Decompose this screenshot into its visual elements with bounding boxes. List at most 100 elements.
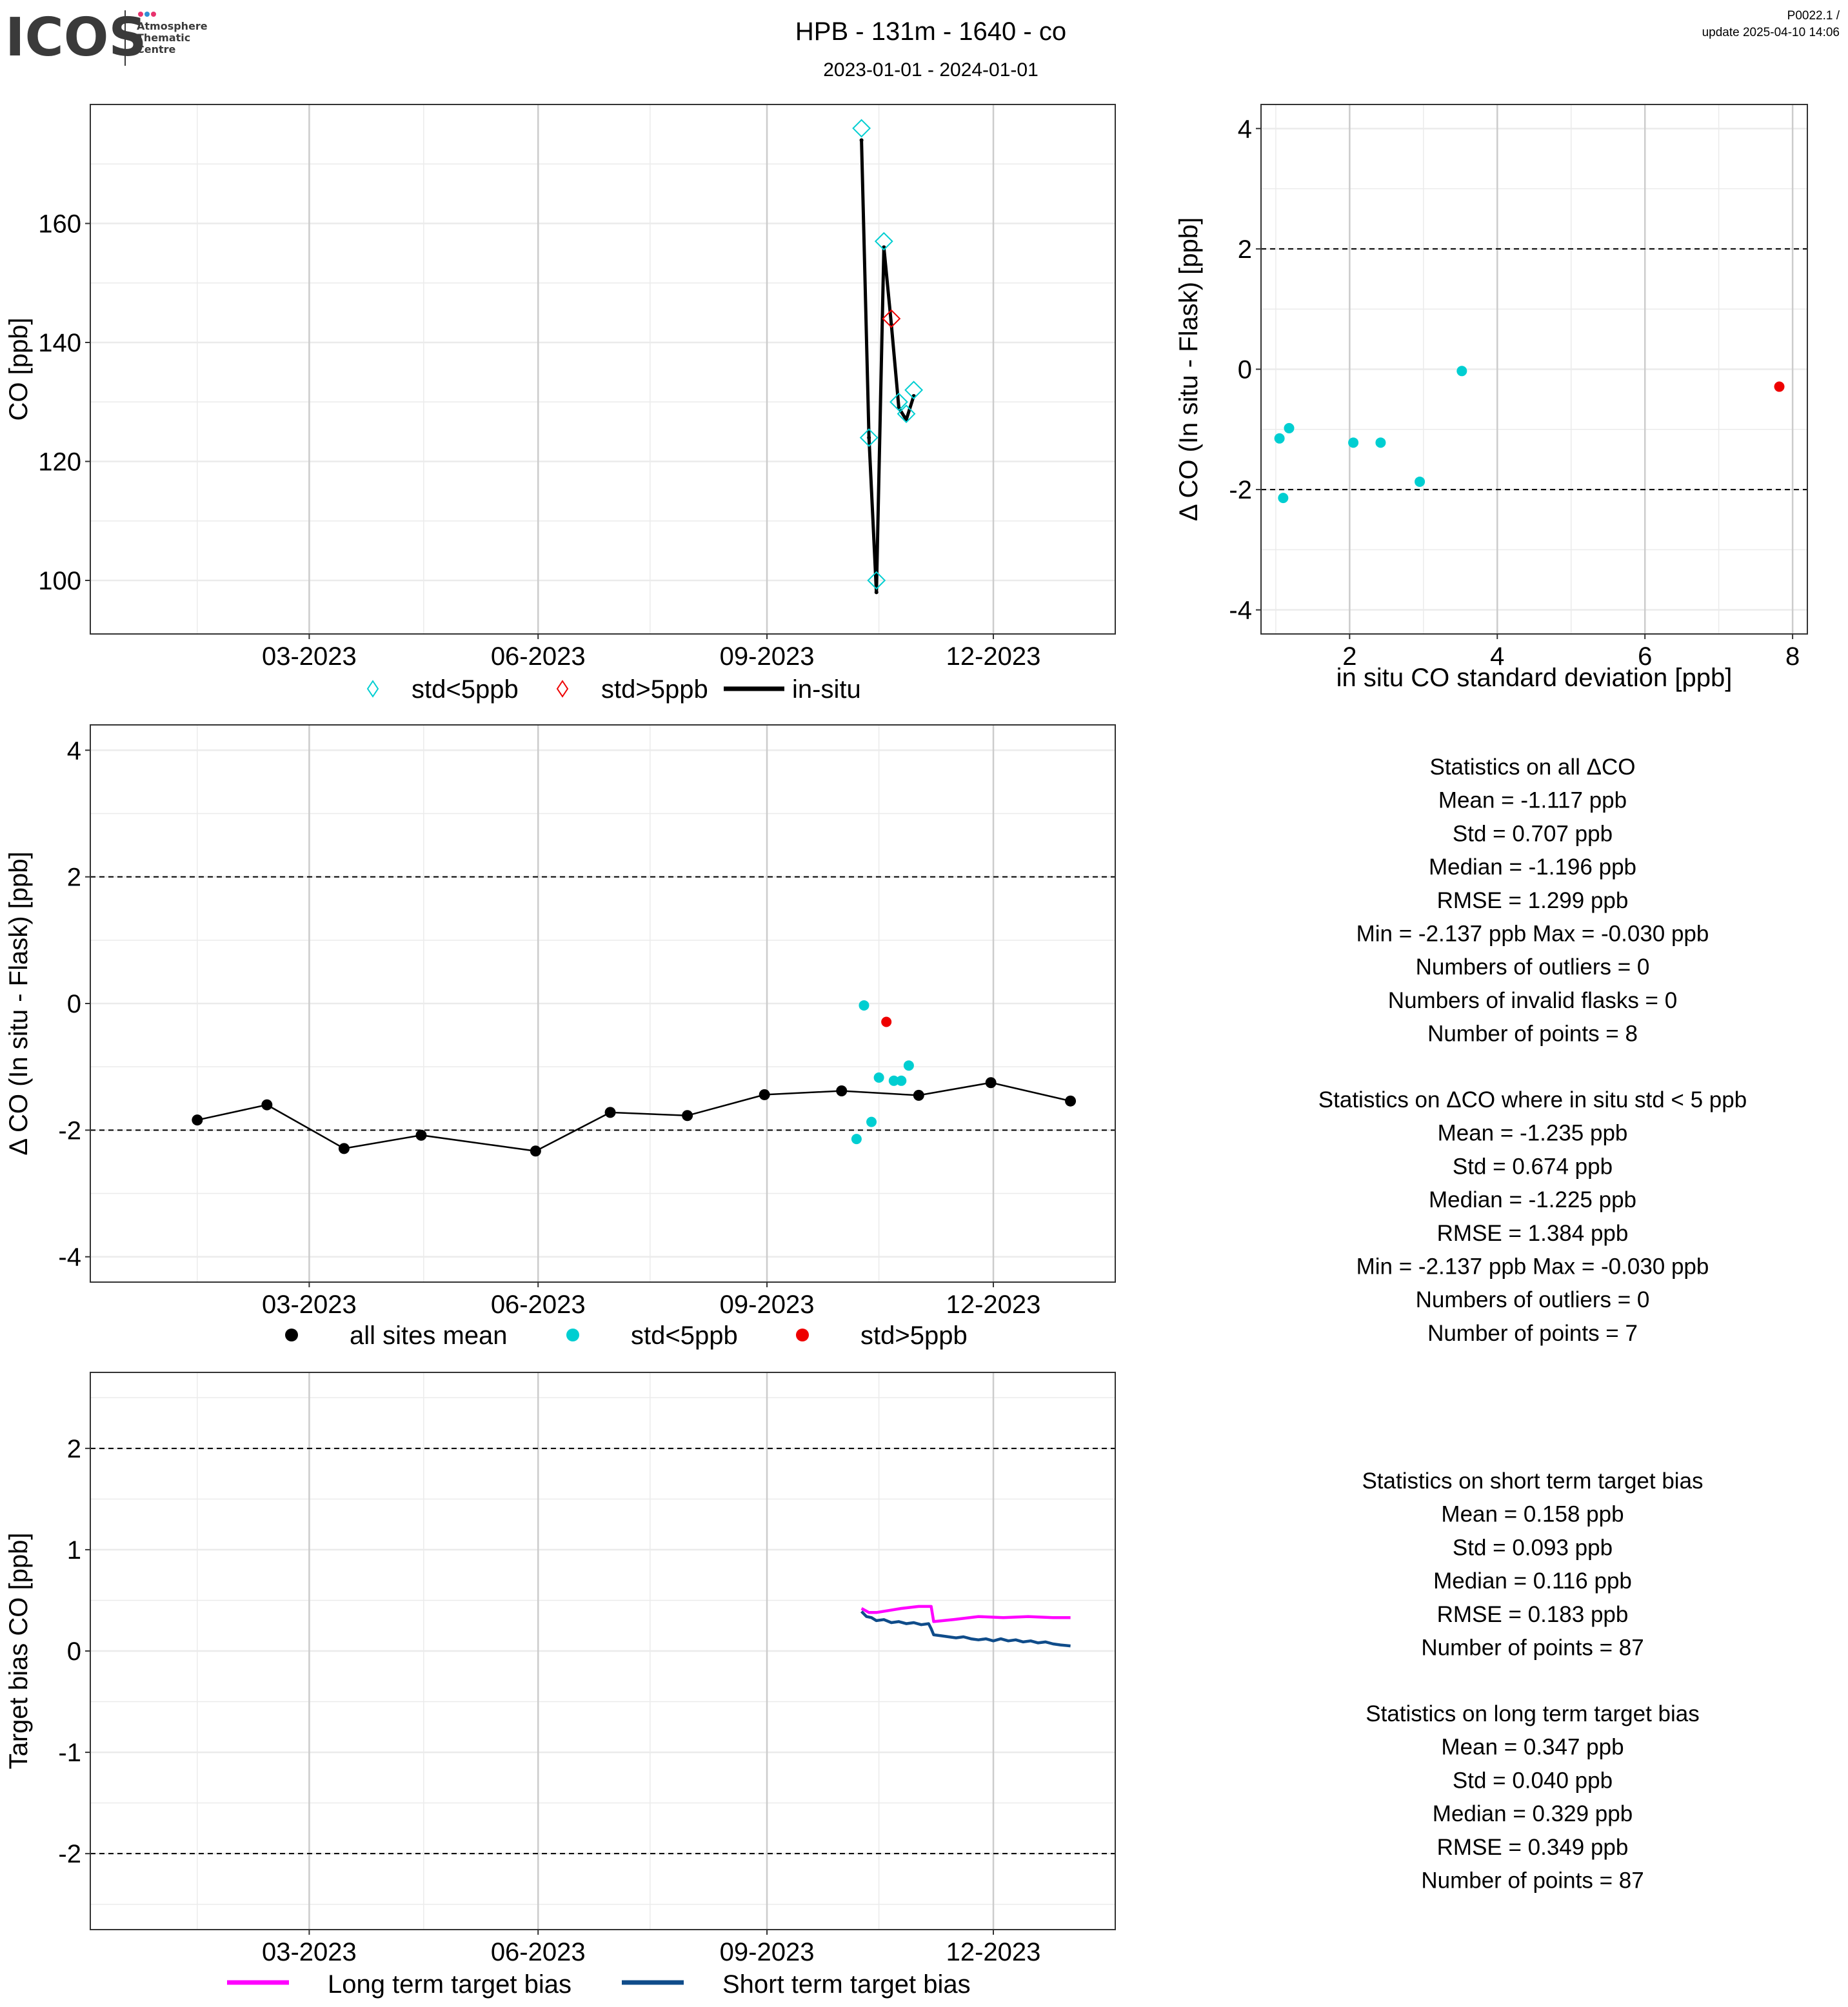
legend-delta: all sites mean std<5ppb std>5ppb <box>285 1321 968 1350</box>
x-tick-label: 09-2023 <box>720 1938 815 1966</box>
std-gt5-point <box>1774 381 1785 392</box>
logo-dot <box>151 12 156 17</box>
stats-line: RMSE = 0.183 ppb <box>1437 1602 1629 1627</box>
std-lt5-point <box>851 1134 862 1145</box>
x-tick-label: 06-2023 <box>491 1290 586 1319</box>
std-gt5-point <box>881 1016 892 1027</box>
all-sites-mean-point <box>913 1089 924 1101</box>
x-tick-label: 09-2023 <box>720 1290 815 1319</box>
stats-line: Std = 0.674 ppb <box>1453 1154 1613 1179</box>
stats-line: Median = -1.225 ppb <box>1429 1187 1636 1212</box>
plot-border <box>90 104 1116 635</box>
panel-target-bias: -2 -1 0 1 2 03-2023 06-2023 09-2023 12-2023 Targe… <box>5 1372 1116 1966</box>
x-tick-label: 12-2023 <box>946 642 1041 671</box>
legend-bias: Long term target bias Short term target … <box>227 1970 971 1999</box>
stats-line: Median = 0.329 ppb <box>1433 1801 1633 1826</box>
stats-line: Mean = -1.117 ppb <box>1438 788 1627 813</box>
y-axis-label: Δ CO (In situ - Flask) [ppb] <box>1175 217 1203 521</box>
stats-line: Numbers of outliers = 0 <box>1416 1287 1650 1312</box>
all-sites-mean-point <box>604 1107 616 1118</box>
y-axis-label: CO [ppb] <box>5 317 33 420</box>
series-line-short-term-bias <box>860 1610 1071 1648</box>
y-tick-label: -2 <box>1229 476 1252 504</box>
x-tick-label: 06-2023 <box>491 642 586 671</box>
legend-label-std-gt5-delta: std>5ppb <box>860 1321 968 1350</box>
x-tick-label: 12-2023 <box>946 1938 1041 1966</box>
y-tick-label: 4 <box>67 737 81 765</box>
std-lt5-point <box>1456 366 1467 377</box>
std-lt5-point <box>1375 437 1386 448</box>
x-tick-label: 2 <box>1342 642 1356 671</box>
figure-title: HPB - 131m - 1640 - co <box>795 17 1066 46</box>
in-situ-point <box>874 590 879 595</box>
y-tick-label: -4 <box>58 1243 81 1272</box>
stats-line: RMSE = 1.299 ppb <box>1437 888 1629 913</box>
all-sites-mean-point <box>261 1099 273 1111</box>
x-tick-label: 06-2023 <box>491 1938 586 1966</box>
logo-dots <box>138 12 156 17</box>
stats-line: Min = -2.137 ppb Max = -0.030 ppb <box>1356 1254 1709 1280</box>
std-lt5-point <box>866 1116 877 1127</box>
all-sites-mean-point <box>682 1110 693 1122</box>
stats-line: Mean = -1.235 ppb <box>1438 1121 1628 1146</box>
legend-marker-std-gt5-dot <box>796 1329 809 1341</box>
legend-marker-std-lt5-diamond <box>366 680 379 698</box>
all-sites-mean-point <box>985 1077 997 1089</box>
series-line-in-situ <box>860 140 915 594</box>
y-tick-label: -2 <box>58 1116 81 1145</box>
stats-line: Number of points = 87 <box>1421 1868 1644 1893</box>
y-tick-label: -2 <box>58 1840 81 1868</box>
stats-short-term-bias: Statistics on short term target bias Mean… <box>1362 1468 1703 1661</box>
x-tick-label: 8 <box>1785 642 1800 671</box>
y-tick-label: 120 <box>38 448 81 476</box>
std-lt5-diamond <box>889 392 908 411</box>
y-tick-label: 2 <box>1238 235 1252 264</box>
stats-line: Mean = 0.347 ppb <box>1441 1735 1624 1760</box>
x-tick-label: 03-2023 <box>262 1290 357 1319</box>
x-tick-label: 12-2023 <box>946 1290 1041 1319</box>
stats-std-lt5: Statistics on ΔCO where in situ std < 5 … <box>1318 1087 1747 1346</box>
stats-line: Number of points = 7 <box>1427 1321 1638 1346</box>
x-tick-label: 03-2023 <box>262 1938 357 1966</box>
stats-line: Mean = 0.158 ppb <box>1441 1502 1624 1527</box>
y-axis-label: Target bias CO [ppb] <box>5 1533 33 1770</box>
legend-label-std-lt5: std<5ppb <box>412 675 519 704</box>
stats-line: Numbers of invalid flasks = 0 <box>1388 988 1677 1013</box>
y-tick-label: 0 <box>67 1637 81 1666</box>
std-lt5-point <box>1274 433 1285 444</box>
logo-text: ICOS <box>5 7 146 68</box>
stats-all-delta: Statistics on all ΔCO Mean = -1.117 ppb St… <box>1356 755 1709 1047</box>
y-axis-label: Δ CO (In situ - Flask) [ppb] <box>5 851 33 1155</box>
std-lt5-point <box>1348 437 1359 448</box>
header: ICOS Atmosphere Thematic Centre HPB - 13… <box>5 7 1840 81</box>
stats-title: Statistics on ΔCO where in situ std < 5 … <box>1318 1087 1747 1112</box>
panel-delta-vs-std: -4 -2 0 2 4 2 4 6 8 Δ CO (In situ - Flask) [ppb] i… <box>1175 104 1808 692</box>
std-lt5-diamond <box>852 119 871 138</box>
stats-line: Median = 0.116 ppb <box>1433 1568 1632 1594</box>
stats-line: Median = -1.196 ppb <box>1429 855 1636 880</box>
x-axis-label: in situ CO standard deviation [ppb] <box>1336 664 1733 692</box>
stats-title: Statistics on short term target bias <box>1362 1468 1703 1494</box>
x-tick-label: 6 <box>1638 642 1652 671</box>
stats-line: RMSE = 0.349 ppb <box>1437 1835 1629 1860</box>
update-label: update 2025-04-10 14:06 <box>1702 26 1840 39</box>
x-tick-label: 09-2023 <box>720 642 815 671</box>
y-tick-label: 140 <box>38 329 81 357</box>
stats-line: Min = -2.137 ppb Max = -0.030 ppb <box>1356 922 1709 947</box>
all-sites-mean-point <box>836 1085 848 1096</box>
std-lt5-point <box>859 1000 869 1011</box>
series-line-all-sites-mean <box>197 1082 1071 1152</box>
y-tick-label: 2 <box>67 864 81 892</box>
logo-dot <box>138 12 143 17</box>
logo-subtitle-line-2: Thematic <box>137 32 190 44</box>
stats-line: Std = 0.040 ppb <box>1453 1768 1613 1793</box>
legend-marker-std-lt5-dot <box>566 1329 579 1341</box>
in-situ-point <box>859 138 864 143</box>
y-tick-label: 100 <box>38 567 81 595</box>
legend-label-in-situ: in-situ <box>792 675 861 704</box>
y-tick-label: 2 <box>67 1435 81 1463</box>
std-gt5-diamond <box>882 309 901 328</box>
plot-background <box>90 104 1115 634</box>
stats-long-term-bias: Statistics on long term target bias Mean … <box>1366 1701 1699 1893</box>
